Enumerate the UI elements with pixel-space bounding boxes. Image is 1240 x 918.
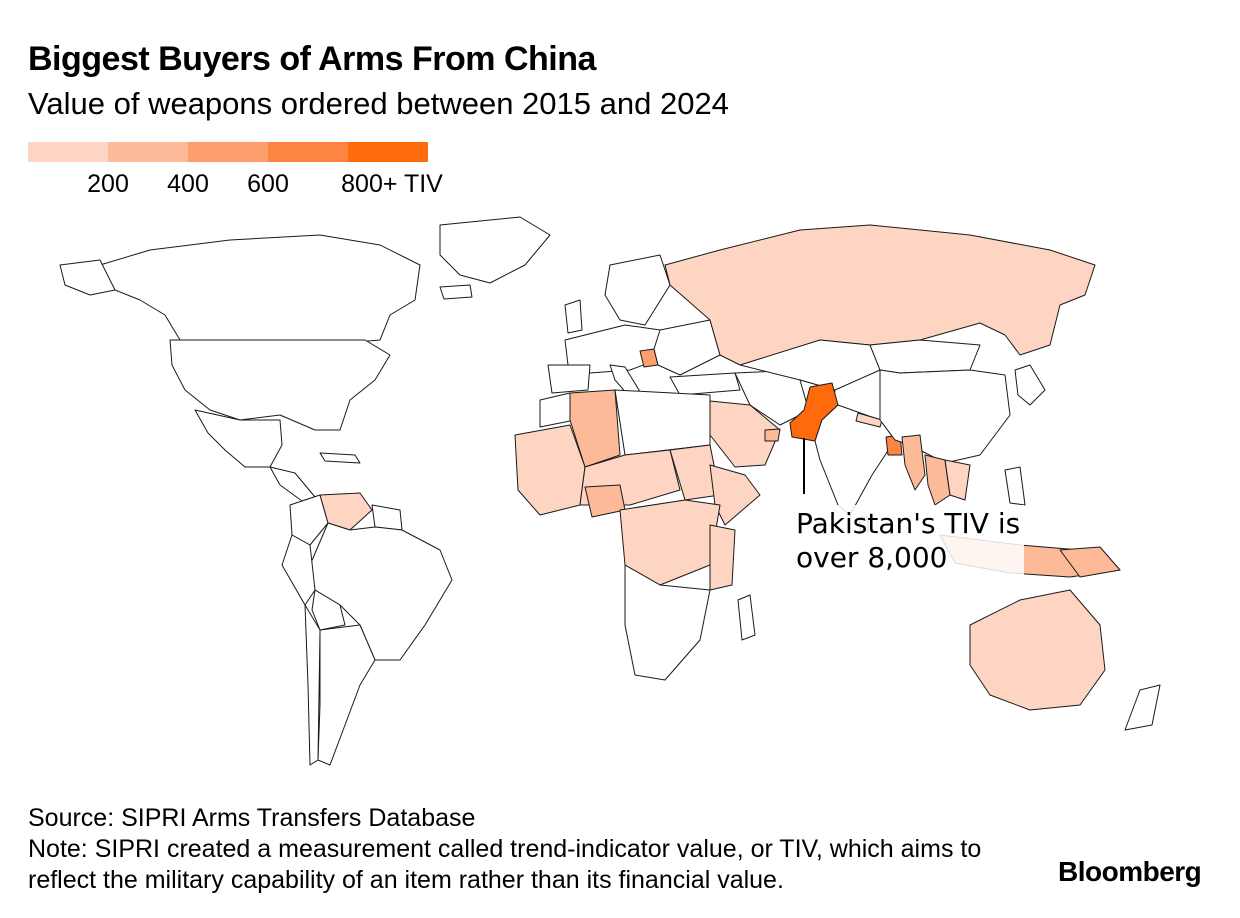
world-map <box>59 216 1161 766</box>
region-nigeria <box>584 484 626 518</box>
callout-line-2: over 8,000 <box>796 541 948 574</box>
region-russia <box>664 224 1096 366</box>
region-eastern-europe <box>653 319 721 376</box>
legend-swatch-4 <box>268 142 348 162</box>
region-argentina <box>317 624 376 766</box>
region-east-africa <box>709 524 736 591</box>
color-legend <box>28 142 428 162</box>
region-mongolia <box>869 339 981 374</box>
region-greenland <box>439 216 551 284</box>
legend-label-600: 600 <box>247 170 289 198</box>
region-usa <box>169 339 391 431</box>
legend-swatch-1 <box>28 142 108 162</box>
region-colombia <box>289 494 329 546</box>
region-southern-africa <box>624 564 711 681</box>
region-bolivia <box>311 589 346 631</box>
region-new-zealand <box>1124 684 1161 731</box>
region-iberia <box>547 364 591 394</box>
pakistan-callout: Pakistan's TIV is over 8,000 <box>792 505 1025 577</box>
region-papua <box>1059 546 1121 578</box>
chart-title: Biggest Buyers of Arms From China <box>28 40 596 78</box>
callout-leader-line <box>803 438 805 494</box>
region-turkey <box>669 372 741 396</box>
region-australia <box>969 589 1106 711</box>
region-philippines <box>1004 466 1026 506</box>
region-korea-japan <box>1014 364 1046 406</box>
callout-line-1: Pakistan's TIV is <box>796 507 1021 540</box>
region-ethiopia-horn <box>709 464 761 526</box>
region-caribbean <box>319 452 361 464</box>
region-indochina <box>944 459 971 501</box>
legend-swatch-3 <box>188 142 268 162</box>
region-peru <box>281 534 316 606</box>
region-uae <box>764 428 781 442</box>
legend-labels: 200 400 600 800+ TIV <box>28 170 488 200</box>
region-scandinavia <box>604 254 671 326</box>
legend-label-200: 200 <box>87 170 129 198</box>
region-uk <box>564 299 583 334</box>
legend-label-400: 400 <box>167 170 209 198</box>
chart-subtitle: Value of weapons ordered between 2015 an… <box>28 86 729 121</box>
region-libya-egypt <box>614 389 711 456</box>
region-thailand <box>924 454 951 506</box>
region-madagascar <box>737 594 756 641</box>
region-nepal <box>855 412 883 428</box>
bloomberg-logo: Bloomberg <box>1058 856 1202 887</box>
legend-label-800-plus: 800+ TIV <box>341 170 443 198</box>
region-algeria <box>569 389 621 468</box>
source-note: Source: SIPRI Arms Transfers Database <box>28 804 476 832</box>
footnote: Note: SIPRI created a measurement called… <box>28 835 982 894</box>
legend-swatch-2 <box>108 142 188 162</box>
legend-swatch-5 <box>348 142 428 162</box>
region-iceland <box>439 284 473 300</box>
region-venezuela <box>319 492 373 531</box>
region-alaska <box>59 259 116 296</box>
region-guianas <box>371 504 403 531</box>
region-myanmar <box>901 434 926 491</box>
region-west-africa <box>514 424 586 516</box>
region-canada <box>99 234 421 346</box>
region-chile <box>304 604 321 766</box>
region-central-america <box>269 466 316 502</box>
